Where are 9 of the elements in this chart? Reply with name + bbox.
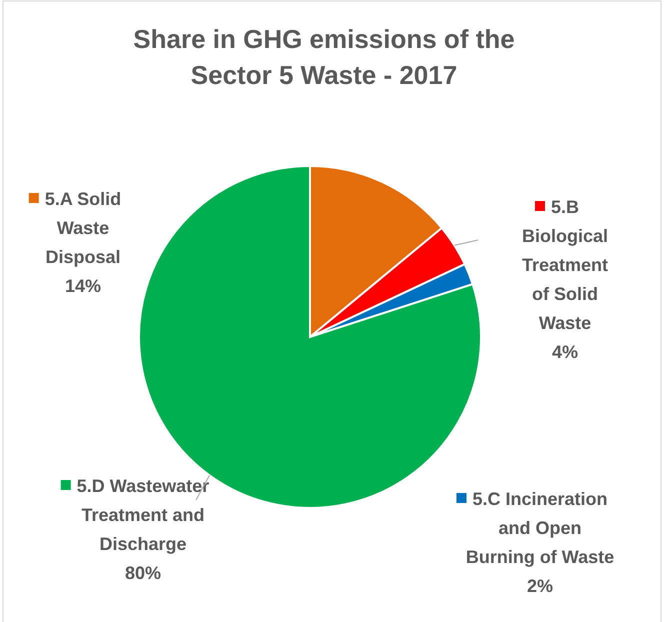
legend-label: 5.A Solid Waste Disposal — [44, 189, 122, 267]
chart-title: Share in GHG emissions of the Sector 5 Waste - 2017 — [133, 24, 515, 90]
data-label: 14% — [64, 276, 102, 296]
data-label: 4% — [552, 342, 578, 362]
legend-label: 5.D Wastewater Treatment and Discharge — [76, 476, 210, 554]
legend-label: 5.B Biological Treatment of Solid Waste — [522, 197, 608, 333]
legend-label: 5.C Incineration and Open Burning of Waste — [466, 489, 614, 567]
data-label: 80% — [124, 563, 162, 583]
data-label: 2% — [526, 576, 554, 596]
